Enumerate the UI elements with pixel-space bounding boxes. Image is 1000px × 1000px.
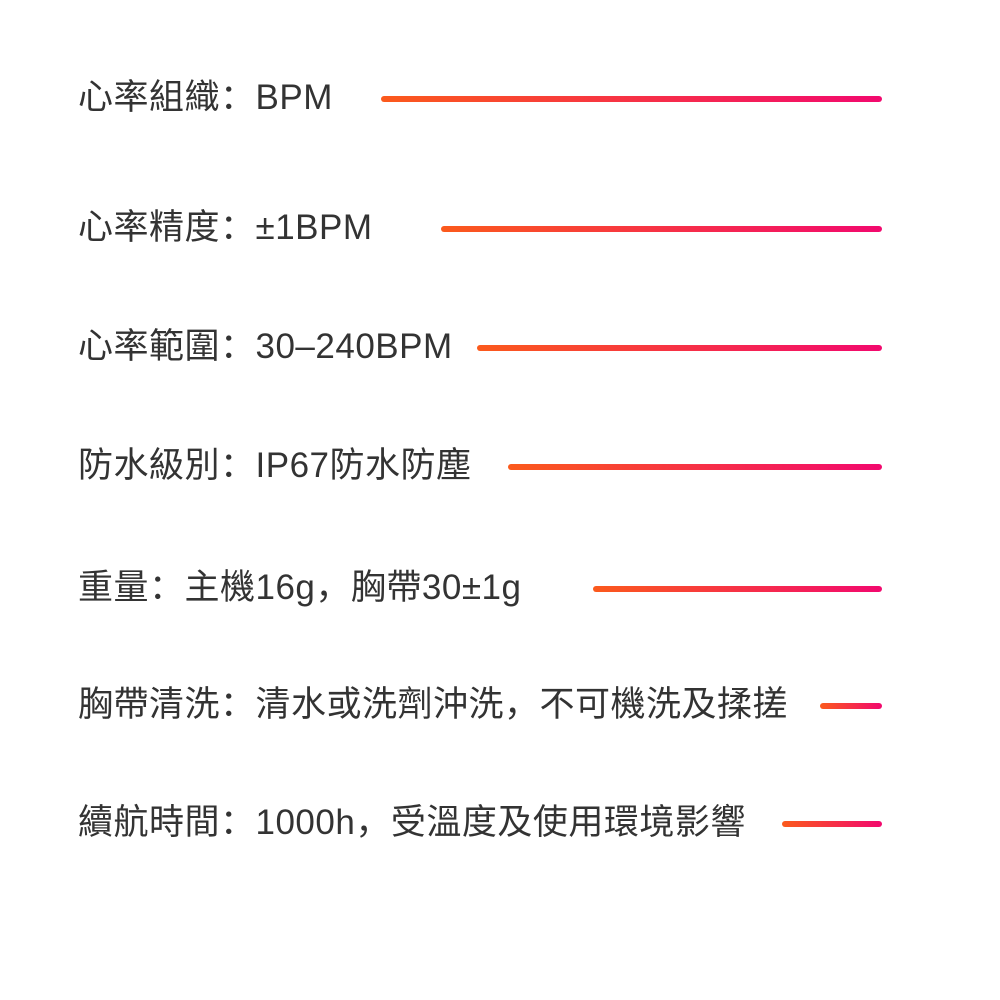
gradient-accent-line <box>440 226 882 232</box>
spec-row-weight: 重量：主機16g，胸帶30±1g <box>78 568 882 608</box>
spec-label: 心率精度：±1BPM <box>78 208 373 247</box>
spec-label: 防水級別：IP67防水防塵 <box>78 446 472 485</box>
spec-label: 重量：主機16g，胸帶30±1g <box>78 568 522 607</box>
spec-label: 胸帶清洗：清水或洗劑沖洗，不可機洗及揉搓 <box>78 685 789 724</box>
spec-label: 心率組織：BPM <box>78 78 333 117</box>
spec-label: 心率範圍：30–240BPM <box>78 327 453 366</box>
gradient-accent-line <box>781 821 882 827</box>
gradient-accent-line <box>476 345 882 351</box>
gradient-accent-line <box>507 464 882 470</box>
spec-row-waterproof-rating: 防水級別：IP67防水防塵 <box>78 446 882 486</box>
spec-row-heart-rate-range: 心率範圍：30–240BPM <box>78 327 882 367</box>
gradient-accent-line <box>380 96 882 102</box>
gradient-accent-line <box>593 586 882 592</box>
spec-label: 續航時間：1000h，受溫度及使用環境影響 <box>78 803 746 842</box>
spec-row-heart-rate-accuracy: 心率精度：±1BPM <box>78 208 882 248</box>
gradient-accent-line <box>820 703 882 709</box>
spec-row-strap-cleaning: 胸帶清洗：清水或洗劑沖洗，不可機洗及揉搓 <box>78 685 882 725</box>
spec-row-heart-rate-unit: 心率組織：BPM <box>78 78 882 118</box>
spec-row-battery-life: 續航時間：1000h，受溫度及使用環境影響 <box>78 803 882 843</box>
